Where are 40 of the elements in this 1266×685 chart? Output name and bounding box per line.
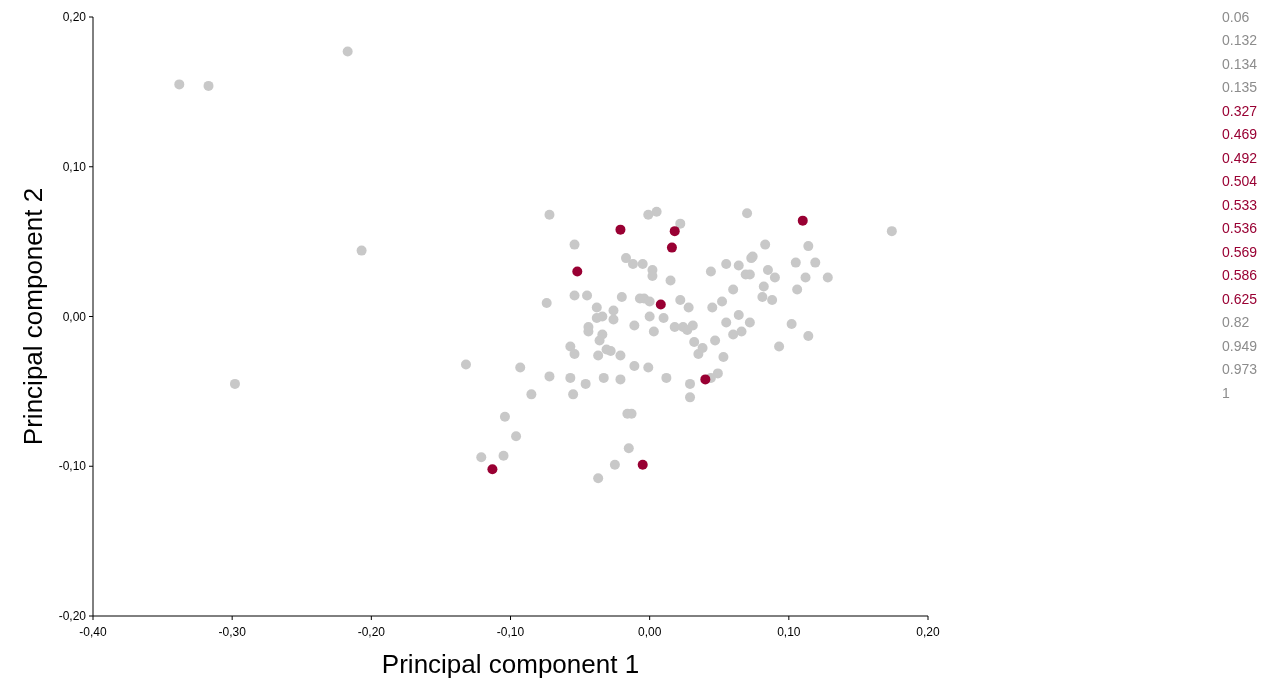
x-tick-label: 0,20 (916, 625, 940, 639)
y-axis-title: Principal component 2 (18, 187, 48, 446)
point (637, 459, 648, 470)
text: 0.536 (1222, 220, 1258, 237)
y-tick-label: 0,10 (62, 159, 87, 174)
text: 0.504 (1222, 173, 1258, 190)
x-tick-label: -0,20 (357, 625, 386, 639)
y-tick-label: 0,20 (62, 10, 87, 25)
text: 0.625 (1222, 290, 1258, 307)
point (669, 226, 680, 237)
point (797, 215, 808, 226)
text: 0.82 (1222, 314, 1250, 331)
y-tick-label: -0,10 (58, 459, 87, 474)
text: 0.135 (1222, 79, 1258, 96)
point (655, 299, 666, 310)
text: 0.492 (1222, 149, 1258, 166)
y-tick-label: 0,00 (62, 309, 87, 324)
point (666, 242, 677, 253)
text: 0.134 (1222, 55, 1258, 72)
text: 1 (1222, 384, 1230, 401)
point (615, 224, 626, 235)
text: 0.469 (1222, 126, 1258, 143)
text: 0.533 (1222, 196, 1258, 213)
point (487, 464, 498, 475)
text: 0.327 (1222, 102, 1258, 119)
x-tick-label: 0,10 (777, 625, 801, 639)
x-tick-label: -0,10 (496, 625, 525, 639)
x-tick-label: 0,00 (637, 625, 662, 639)
text: 0.973 (1222, 361, 1258, 378)
text: 0.586 (1222, 267, 1258, 284)
text: 0.569 (1222, 243, 1258, 260)
x-tick-label: -0,40 (79, 625, 107, 639)
text: 0.06 (1222, 8, 1250, 25)
x-axis-title: Principal component 1 (381, 649, 640, 679)
y-tick-label: -0,20 (58, 609, 87, 624)
point (572, 266, 583, 277)
point (700, 374, 711, 385)
text: 0.132 (1222, 32, 1258, 49)
text: 0.949 (1222, 337, 1258, 354)
x-tick-label: -0,30 (218, 625, 247, 639)
